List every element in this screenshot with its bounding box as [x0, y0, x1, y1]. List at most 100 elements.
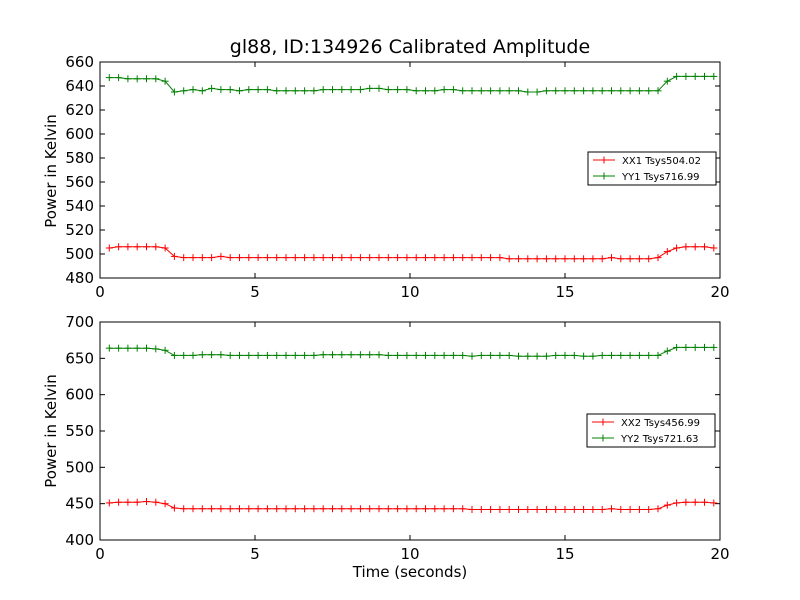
top-series-0-point	[152, 243, 160, 251]
bottom-y-tick-label: 650	[65, 349, 94, 367]
bottom-series-1-point	[691, 343, 699, 351]
bottom-series-0-point	[217, 505, 225, 513]
top-series-0-point	[663, 248, 671, 256]
top-series-1-point	[617, 87, 625, 95]
top-series-0-point	[394, 254, 402, 262]
bottom-series-0-point	[384, 505, 392, 513]
bottom-series-1-point	[412, 351, 420, 359]
top-series-1-point	[180, 87, 188, 95]
top-series-1-point	[384, 86, 392, 94]
top-series-1-point	[626, 87, 634, 95]
top-legend-label: XX1 Tsys504.02	[622, 156, 701, 167]
bottom-series-0-point	[403, 505, 411, 513]
bottom-series-1-point	[105, 344, 113, 352]
top-series-0-point	[449, 254, 457, 262]
top-series-0-point	[338, 254, 346, 262]
top-series-0-point	[580, 255, 588, 263]
bottom-series-1-point	[282, 351, 290, 359]
top-x-tick-label: 20	[710, 283, 729, 301]
top-series-0-point	[440, 254, 448, 262]
bottom-series-1-point	[477, 351, 485, 359]
top-series-0-point	[626, 255, 634, 263]
bottom-series-0-point	[468, 505, 476, 513]
top-series-1-point	[542, 87, 550, 95]
bottom-series-0-point	[487, 505, 495, 513]
top-series-1-point	[226, 86, 234, 94]
top-series-0-point	[496, 254, 504, 262]
bottom-series-1-point	[459, 351, 467, 359]
top-series-1-point	[487, 87, 495, 95]
bottom-series-0-point	[431, 505, 439, 513]
bottom-series-0-point	[347, 505, 355, 513]
bottom-series-0-point	[710, 499, 718, 507]
bottom-series-0-point	[515, 505, 522, 513]
bottom-series-0-point	[356, 505, 364, 513]
top-series-0-point	[189, 254, 197, 262]
top-series-1-point	[254, 86, 262, 94]
top-y-tick-label: 520	[65, 221, 94, 239]
top-series-1-point	[245, 86, 253, 94]
top-series-1-point	[663, 77, 671, 85]
bottom-legend-item: XX2 Tsys456.99	[592, 418, 700, 429]
top-series-0-point	[431, 254, 439, 262]
bottom-series-0-point	[449, 505, 457, 513]
top-series-1-point	[263, 86, 271, 94]
top-series-0-point	[198, 254, 206, 262]
bottom-series-0-point	[682, 498, 690, 506]
top-series-0-point	[682, 243, 690, 251]
bottom-series-1-point	[189, 351, 197, 359]
top-series-1-point	[431, 87, 439, 95]
bottom-legend-label: XX2 Tsys456.99	[621, 418, 700, 429]
top-y-tick-label: 640	[65, 77, 94, 95]
bottom-y-tick-label: 400	[65, 531, 94, 549]
bottom-series-1-point	[356, 351, 364, 359]
bottom-series-1-point	[589, 352, 597, 360]
bottom-series-0-point	[329, 505, 336, 513]
bottom-series-1-point	[422, 351, 429, 359]
bottom-series-0-point	[645, 505, 653, 513]
bottom-series-1-point	[431, 351, 439, 359]
bottom-series-1-point	[124, 344, 132, 352]
bottom-series-0-point	[273, 505, 281, 513]
bottom-series-1-point	[524, 352, 532, 360]
bottom-series-1-point	[198, 351, 206, 359]
top-series-1-point	[524, 88, 532, 96]
bottom-x-tick-label: 15	[555, 545, 574, 563]
top-series-1-point	[236, 87, 243, 95]
bottom-series-0-point	[170, 504, 178, 512]
bottom-series-1-point	[403, 351, 411, 359]
bottom-series-0-point	[161, 500, 169, 508]
bottom-series-1-point	[319, 351, 327, 359]
bottom-series-0-point	[291, 505, 299, 513]
bottom-series-0-point	[208, 505, 216, 513]
top-series-0-point	[542, 255, 550, 263]
top-legend-item: XX1 Tsys504.02	[593, 156, 701, 167]
bottom-series-1-point	[375, 351, 383, 359]
top-series-1-point	[208, 84, 216, 92]
bottom-y-tick-label: 500	[65, 458, 94, 476]
bottom-series-1-point	[254, 351, 262, 359]
top-series-1-point	[561, 87, 569, 95]
top-series-0-point	[375, 254, 383, 262]
top-series-0-point	[487, 254, 495, 262]
bottom-y-axis-label: Power in Kelvin	[42, 374, 60, 488]
top-series-0-point	[263, 254, 271, 262]
top-series-1-point	[310, 87, 318, 95]
top-series-0-point	[226, 254, 234, 262]
bottom-series-1-point	[152, 345, 160, 353]
top-x-tick-label: 10	[400, 283, 419, 301]
top-series-0-point	[310, 254, 318, 262]
top-y-tick-label: 560	[65, 173, 94, 191]
bottom-series-0-point	[533, 505, 541, 513]
top-series-1-point	[115, 74, 123, 82]
bottom-series-0-point	[105, 499, 113, 507]
bottom-series-1-point	[440, 351, 448, 359]
top-axes: 0 5 10 15 20 480 500 520 540 560 580 600 620 640 660 XX…	[65, 53, 729, 301]
top-series-1-point	[412, 87, 420, 95]
bottom-series-1-point	[570, 351, 578, 359]
bottom-series-1-point	[170, 351, 178, 359]
bottom-series-1-point	[133, 344, 141, 352]
top-series-0-point	[384, 254, 392, 262]
top-series-0-point	[180, 254, 188, 262]
top-series-1-point	[403, 86, 411, 94]
